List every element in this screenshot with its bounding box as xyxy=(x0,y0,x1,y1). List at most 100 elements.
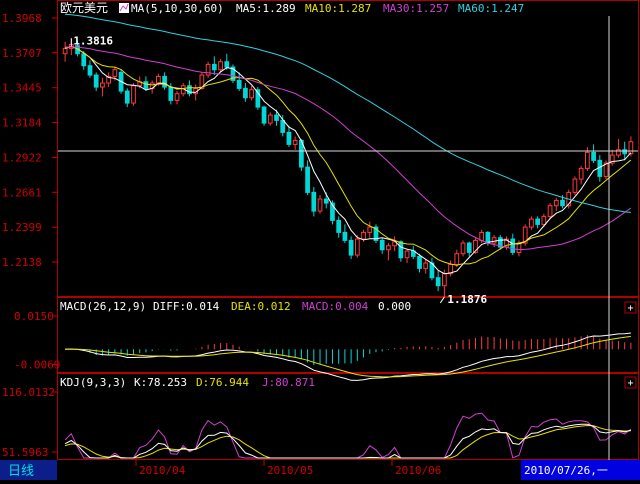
kdj-panel-frame xyxy=(57,373,639,460)
candle-up xyxy=(454,253,460,265)
macd-expand-button[interactable]: + xyxy=(624,301,637,314)
candle-up xyxy=(249,89,254,99)
kdj-title: KDJ(9,3,3) xyxy=(60,376,126,389)
candle-up xyxy=(442,273,447,287)
candle-down xyxy=(560,199,565,207)
macd-lines xyxy=(65,332,631,381)
candle-up xyxy=(541,215,547,225)
candle-up xyxy=(578,167,584,180)
candle-up xyxy=(292,139,298,145)
macd-histogram xyxy=(70,335,632,366)
ma5-line xyxy=(64,45,632,275)
candle-down xyxy=(342,231,348,241)
candle-down xyxy=(466,242,472,253)
candle-up xyxy=(199,74,205,89)
kdj-lines xyxy=(64,412,632,459)
candle-up xyxy=(585,151,590,169)
ma-params: MA(5,10,30,60) xyxy=(131,2,224,15)
symbol-name: 欧元美元 xyxy=(60,1,108,15)
price-tick-label: 1.2922 xyxy=(2,151,42,164)
cursor-date: 2010/07/26,一 xyxy=(524,464,608,477)
ma10-label: MA10:1.287 xyxy=(305,2,371,15)
ma-indicator-icon[interactable] xyxy=(119,3,129,13)
candle-down xyxy=(373,226,379,241)
kdj-k-label: K:78.253 xyxy=(134,376,187,389)
candle-up xyxy=(460,242,466,255)
candlesticks xyxy=(62,38,634,297)
candle-up xyxy=(547,205,553,217)
dea-line xyxy=(65,335,631,378)
macd-y-axis: 0.0150 -0.0069 xyxy=(14,310,60,372)
candle-down xyxy=(305,166,310,193)
candle-down xyxy=(87,65,93,76)
candle-down xyxy=(280,119,286,133)
candle-down xyxy=(187,85,192,95)
period-label[interactable]: 日线 xyxy=(8,464,34,479)
price-tick-label: 1.3968 xyxy=(2,12,42,25)
kdj-tick-label: 116.0132 xyxy=(2,386,55,399)
candle-down xyxy=(162,75,167,88)
candle-up xyxy=(609,154,615,164)
candle-down xyxy=(230,66,236,81)
price-tick-label: 1.2138 xyxy=(2,256,42,269)
ma5-label: MA5:1.289 xyxy=(236,2,296,15)
candle-down xyxy=(224,61,230,68)
kdj-expand-label: + xyxy=(627,378,633,389)
macd-zero-label: 0.000 xyxy=(378,300,411,313)
candle-up xyxy=(354,238,360,256)
candle-up xyxy=(156,75,161,84)
candle-up xyxy=(628,141,634,155)
candle-up xyxy=(404,250,410,259)
candle-up xyxy=(522,226,528,244)
candle-down xyxy=(323,198,329,204)
candle-up xyxy=(367,226,373,233)
price-tick-label: 1.3184 xyxy=(2,117,42,130)
candle-up xyxy=(473,239,478,253)
candle-down xyxy=(535,218,540,225)
candle-up xyxy=(205,63,211,76)
moving-average-lines xyxy=(64,13,632,275)
date-tick-label: 2010/06 xyxy=(395,464,441,477)
macd-title: MACD(26,12,9) xyxy=(60,300,146,313)
macd-value-label: MACD:0.004 xyxy=(302,300,369,313)
price-y-axis: 1.3968 1.3707 1.3445 1.3184 1.2922 1.2661 1.23… xyxy=(2,12,58,269)
ma60-line xyxy=(65,13,631,213)
candle-down xyxy=(435,277,441,287)
candle-down xyxy=(398,241,404,259)
candle-up xyxy=(218,61,223,71)
date-axis: 2010/04 2010/05 2010/06 xyxy=(135,460,441,477)
candle-down xyxy=(348,239,354,256)
candle-down xyxy=(485,231,491,244)
candle-up xyxy=(491,237,497,244)
high-low-markers: 1.3816 1.1876 xyxy=(70,34,487,306)
candle-down xyxy=(81,53,87,67)
high-marker-label: 1.3816 xyxy=(73,34,113,47)
candle-down xyxy=(591,151,596,161)
candle-up xyxy=(572,178,578,193)
candle-down xyxy=(124,90,130,104)
candle-down xyxy=(417,255,422,269)
candle-up xyxy=(479,231,485,241)
kdj-k-line xyxy=(64,423,632,459)
candle-up xyxy=(386,245,391,251)
macd-tick-label: -0.0069 xyxy=(14,359,60,372)
candle-up xyxy=(174,93,180,101)
candle-up xyxy=(423,262,429,269)
kdj-header: KDJ(9,3,3) K:78.253 D:76.944 J:80.871 + xyxy=(60,376,637,389)
candle-up xyxy=(553,199,559,207)
price-tick-label: 1.3707 xyxy=(2,47,42,60)
candle-up xyxy=(106,75,111,84)
date-tick-label: 2010/05 xyxy=(267,464,313,477)
candle-down xyxy=(243,87,248,99)
macd-tick-label: 0.0150 xyxy=(14,310,54,323)
macd-expand-label: + xyxy=(627,303,633,314)
price-tick-label: 1.2661 xyxy=(2,186,42,199)
ma30-label: MA30:1.257 xyxy=(383,2,449,15)
cursor-date-box xyxy=(521,460,640,480)
candle-down xyxy=(274,114,279,121)
period-tab[interactable] xyxy=(0,460,57,480)
candle-up xyxy=(112,69,118,77)
kdj-expand-button[interactable]: + xyxy=(624,376,637,389)
